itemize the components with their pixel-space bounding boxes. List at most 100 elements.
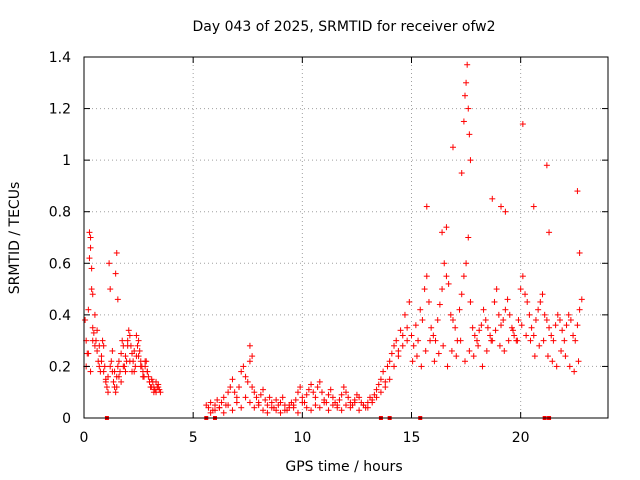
data-point: [431, 358, 438, 365]
data-point: [412, 322, 419, 329]
data-point: [268, 404, 275, 411]
data-point: [145, 373, 152, 380]
tick-labels: 0 5 10 15 20 0 0.2 0.4 0.6 0.8 1 1.2 1.4: [49, 50, 530, 446]
data-point: [447, 311, 454, 318]
data-point: [463, 260, 470, 267]
y-tick-label: 1.4: [49, 50, 71, 66]
data-point: [242, 394, 249, 401]
data-point: [449, 317, 456, 324]
data-point: [268, 399, 275, 406]
data-point: [515, 317, 522, 324]
data-point: [404, 324, 411, 331]
data-point: [395, 353, 402, 360]
grid: [84, 57, 608, 418]
data-point: [294, 409, 301, 416]
data-point: [150, 389, 157, 396]
data-point: [489, 195, 496, 202]
data-point: [540, 337, 547, 344]
data-point: [347, 404, 354, 411]
data-point: [491, 298, 498, 305]
data-point: [155, 384, 162, 391]
data-point: [345, 394, 352, 401]
data-point: [120, 363, 127, 370]
data-point: [377, 389, 384, 396]
data-point: [413, 353, 420, 360]
data-point: [436, 301, 443, 308]
data-point: [205, 404, 212, 411]
data-point: [508, 324, 515, 331]
data-point: [100, 368, 107, 375]
data-point: [536, 342, 543, 349]
data-point: [510, 327, 517, 334]
data-point: [384, 363, 391, 370]
data-point: [558, 347, 565, 354]
data-point: [122, 368, 129, 375]
data-point: [305, 386, 312, 393]
data-point: [98, 358, 105, 365]
data-point: [567, 317, 574, 324]
data-point: [281, 407, 288, 414]
data-point: [546, 229, 553, 236]
data-point: [461, 92, 468, 99]
data-point: [325, 407, 332, 414]
data-point: [125, 327, 132, 334]
data-point: [316, 378, 323, 385]
x-tick-label: 20: [512, 430, 530, 446]
data-point: [122, 353, 129, 360]
data-point: [495, 311, 502, 318]
data-point: [124, 342, 131, 349]
data-point: [286, 402, 293, 409]
data-point: [220, 409, 227, 416]
data-point: [559, 327, 566, 334]
data-point: [511, 332, 518, 339]
data-point: [157, 389, 164, 396]
data-point: [108, 358, 115, 365]
data-point: [153, 378, 160, 385]
data-point: [464, 61, 471, 68]
data-point: [453, 353, 460, 360]
data-point: [312, 394, 319, 401]
data-point: [382, 384, 389, 391]
data-point: [246, 342, 253, 349]
data-point: [479, 363, 486, 370]
data-point: [576, 249, 583, 256]
data-point: [131, 347, 138, 354]
data-point: [251, 389, 258, 396]
data-point: [103, 384, 110, 391]
data-point: [418, 363, 425, 370]
data-point: [460, 118, 467, 125]
data-point: [249, 384, 256, 391]
data-point: [109, 347, 116, 354]
y-tick-label: 0.4: [49, 308, 71, 324]
data-point: [443, 224, 450, 231]
data-point: [88, 265, 95, 272]
data-point: [571, 368, 578, 375]
data-point: [500, 317, 507, 324]
data-point: [244, 378, 251, 385]
data-point: [105, 373, 112, 380]
data-point: [310, 389, 317, 396]
data-point: [535, 306, 542, 313]
data-point: [578, 296, 585, 303]
data-point: [562, 353, 569, 360]
data-point: [91, 311, 98, 318]
data-point: [570, 332, 577, 339]
data-point: [364, 404, 371, 411]
data-point: [279, 394, 286, 401]
data-point: [428, 324, 435, 331]
data-point: [126, 332, 133, 339]
data-point: [329, 394, 336, 401]
data-point: [106, 260, 113, 267]
data-point: [308, 381, 315, 388]
data-point: [107, 286, 114, 293]
data-point: [318, 389, 325, 396]
data-point: [312, 402, 319, 409]
data-point: [273, 396, 280, 403]
y-tick-label: 0: [62, 411, 71, 427]
data-point: [478, 322, 485, 329]
data-point: [471, 332, 478, 339]
data-point: [546, 324, 553, 331]
data-point: [338, 391, 345, 398]
data-point: [249, 353, 256, 360]
data-point: [118, 350, 125, 357]
